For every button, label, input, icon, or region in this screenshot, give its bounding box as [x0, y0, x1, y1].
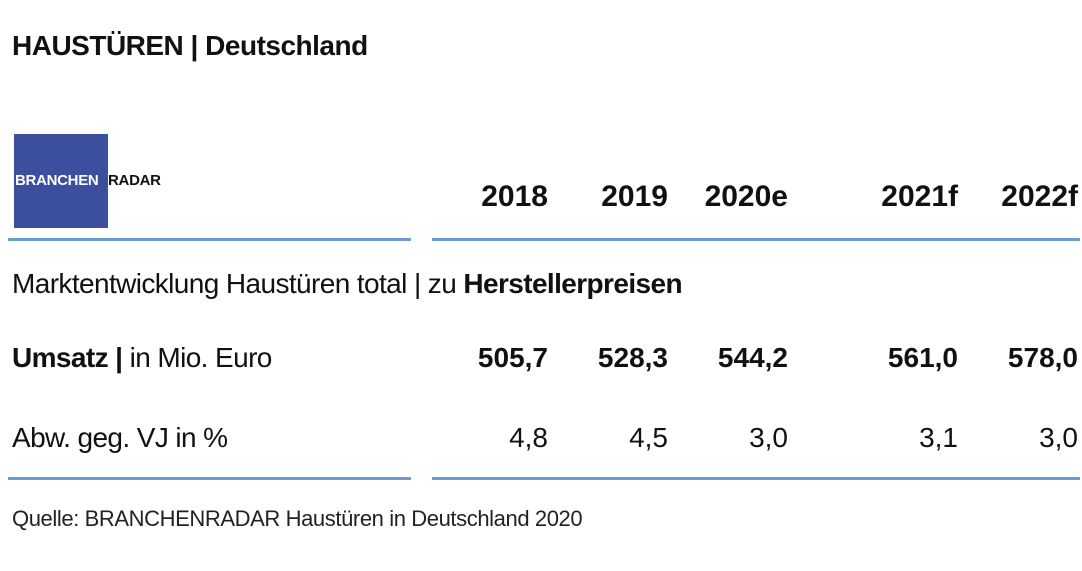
- cell-value: 578,0: [1007, 342, 1078, 373]
- column-header: 2022f: [1001, 180, 1078, 213]
- row-label: Umsatz | in Mio. Euro: [12, 342, 272, 374]
- divider: [8, 238, 411, 241]
- cell-value: 544,2: [717, 342, 788, 373]
- cell-value: 505,7: [477, 342, 548, 373]
- divider: [8, 477, 411, 480]
- row-label: Abw. geg. VJ in %: [12, 422, 228, 453]
- section-heading: Marktentwicklung Haustüren total | zu He…: [12, 268, 683, 300]
- column-header: 2018: [481, 180, 548, 213]
- logo-text: BRANCHEN: [15, 172, 99, 189]
- divider: [432, 238, 1080, 241]
- logo-text: RADAR: [108, 172, 161, 189]
- column-header: 2021f: [881, 180, 958, 213]
- cell-value: 528,3: [597, 342, 668, 373]
- column-header: 2020e: [704, 180, 788, 213]
- cell-value: 4,8: [509, 422, 548, 453]
- divider: [432, 477, 1080, 480]
- row-label-text: in Mio. Euro: [122, 342, 273, 373]
- logo-box: [14, 134, 108, 228]
- title: HAUSTÜREN | Deutschland: [12, 30, 368, 61]
- column-header: 2019: [601, 180, 668, 213]
- cell-value: 3,1: [919, 422, 958, 453]
- cell-value: 561,0: [887, 342, 958, 373]
- source: Quelle: BRANCHENRADAR Haustüren in Deuts…: [12, 506, 583, 531]
- section-text: Marktentwicklung Haustüren total | zu: [12, 268, 464, 299]
- cell-value: 3,0: [1039, 422, 1078, 453]
- cell-value: 4,5: [629, 422, 668, 453]
- cell-value: 3,0: [749, 422, 788, 453]
- row-label-strong: Umsatz |: [12, 342, 123, 373]
- section-emphasis: Herstellerpreisen: [463, 268, 682, 299]
